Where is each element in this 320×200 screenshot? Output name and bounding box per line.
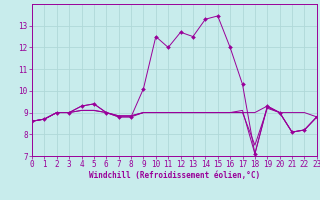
X-axis label: Windchill (Refroidissement éolien,°C): Windchill (Refroidissement éolien,°C): [89, 171, 260, 180]
